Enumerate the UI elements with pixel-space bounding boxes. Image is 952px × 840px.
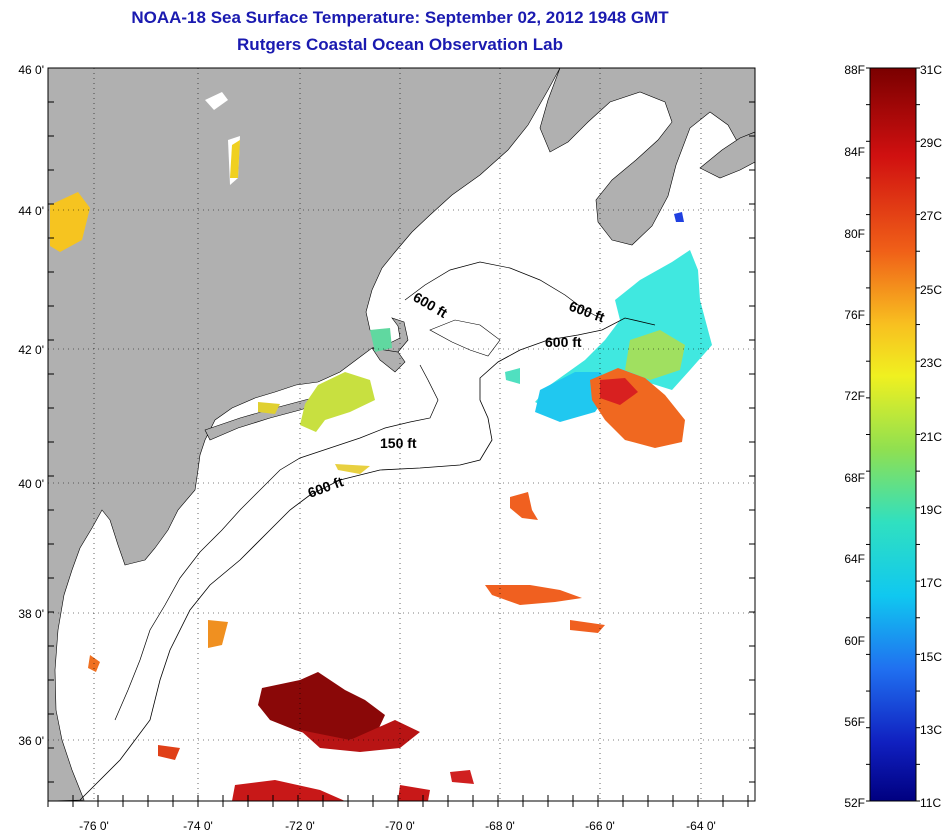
sst-patch-warm xyxy=(600,378,638,405)
colorbar-f-label: 76F xyxy=(844,308,865,322)
colorbar-f-label: 60F xyxy=(844,634,865,648)
lon-label: -70 0' xyxy=(385,819,415,833)
colorbar-f-label: 80F xyxy=(844,227,865,241)
contour-label: 150 ft xyxy=(380,435,417,451)
colorbar-f-label: 52F xyxy=(844,796,865,810)
colorbar-c-label: 11C xyxy=(920,796,941,810)
isobath-150ft xyxy=(114,364,439,721)
land-cape-cod xyxy=(371,317,409,353)
sst-patch-offshore xyxy=(510,492,538,520)
map-frame xyxy=(47,67,756,802)
colorbar-ticks xyxy=(866,67,920,802)
sst-patch-hot xyxy=(398,785,430,801)
axis-ticks xyxy=(47,67,755,807)
colorbar-c-label: 17C xyxy=(920,576,942,590)
land-mainland xyxy=(48,68,561,801)
sst-patch-shelf xyxy=(300,372,375,432)
lat-label: 46 0' xyxy=(18,63,44,77)
contour-label: 600 ft xyxy=(545,334,582,350)
lon-label: -72 0' xyxy=(285,819,315,833)
sst-patch-hot xyxy=(300,720,420,752)
sst-patch-shelf xyxy=(335,464,370,474)
colorbar-c-label: 23C xyxy=(920,356,942,370)
map-title: NOAA-18 Sea Surface Temperature: Septemb… xyxy=(131,8,669,27)
sst-patch-offshore xyxy=(208,620,228,648)
lon-label: -64 0' xyxy=(686,819,716,833)
sst-patch-north xyxy=(50,192,90,252)
lon-label: -76 0' xyxy=(79,819,109,833)
sst-patch-hot xyxy=(258,672,385,740)
land-cape-breton xyxy=(699,131,755,179)
lat-label: 44 0' xyxy=(18,204,44,218)
sst-patch-shelf xyxy=(258,402,280,414)
colorbar-f-label: 56F xyxy=(844,715,865,729)
colorbar-c-label: 21C xyxy=(920,430,942,444)
lake xyxy=(205,92,228,110)
colorbar-c-label: 15C xyxy=(920,650,942,664)
colorbar-f-label: 84F xyxy=(844,145,865,159)
colorbar-f-label: 72F xyxy=(844,389,865,403)
graticule xyxy=(48,68,755,801)
colorbar-f-label: 64F xyxy=(844,552,865,566)
sst-patch-offshore xyxy=(570,620,605,633)
colorbar-f-label: 68F xyxy=(844,471,865,485)
sst-patch-offshore xyxy=(158,745,180,760)
isobath-600ft-gulf xyxy=(404,261,601,319)
lon-label: -68 0' xyxy=(485,819,515,833)
sst-patch-offshore xyxy=(485,585,582,605)
colorbar-c-label: 19C xyxy=(920,503,942,517)
sst-patch-shelf xyxy=(505,368,520,384)
colorbar-c-label: 31C xyxy=(920,63,942,77)
map-subtitle: Rutgers Coastal Ocean Observation Lab xyxy=(237,35,563,54)
colorbar-c-label: 29C xyxy=(920,136,942,150)
colorbar-c-label: 13C xyxy=(920,723,942,737)
colorbar-f-label: 88F xyxy=(844,63,865,77)
lat-label: 36 0' xyxy=(18,734,44,748)
sst-patch-shelf xyxy=(370,328,392,352)
sst-patch-hot xyxy=(232,780,345,801)
lon-label: -74 0' xyxy=(183,819,213,833)
lon-label: -66 0' xyxy=(585,819,615,833)
lat-label: 38 0' xyxy=(18,607,44,621)
contour-label: 600 ft xyxy=(306,473,346,501)
colorbar xyxy=(869,67,917,802)
sst-patch-cold xyxy=(674,212,684,222)
lat-label: 40 0' xyxy=(18,477,44,491)
sst-patch-hot xyxy=(450,770,474,784)
colorbar-c-label: 27C xyxy=(920,209,942,223)
isobath-600ft-gulf xyxy=(429,319,501,357)
land-nova-scotia xyxy=(539,68,755,246)
sst-patch-front xyxy=(625,330,685,380)
colorbar-c-label: 25C xyxy=(920,283,942,297)
contour-label: 600 ft xyxy=(411,289,451,321)
sst-patch-north xyxy=(230,140,240,178)
isobath-600ft xyxy=(79,317,656,801)
lat-label: 42 0' xyxy=(18,343,44,357)
contour-label: 600 ft xyxy=(567,298,607,326)
